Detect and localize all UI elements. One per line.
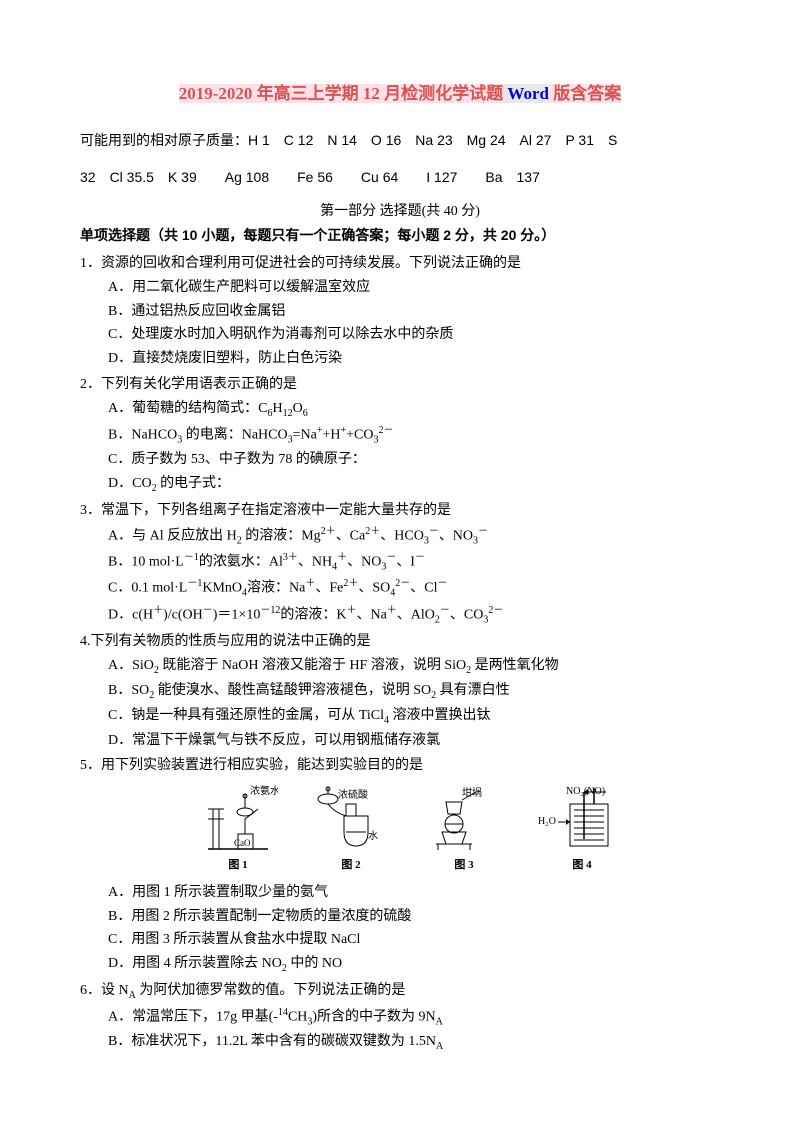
- question-4: 4.下列有关物质的性质与应用的说法中正确的是 A．SiO2 既能溶于 NaOH …: [80, 630, 720, 752]
- q5-stem: 5．用下列实验装置进行相应实验，能达到实验目的的是: [80, 754, 720, 778]
- svg-text:浓硫酸: 浓硫酸: [338, 788, 368, 801]
- title-seg-4: 月检测化学试题: [380, 84, 508, 103]
- apparatus-2-icon: 浓硫酸 水: [306, 784, 396, 854]
- q3-option-b: B．10 mol·L－1的浓氨水：Al3＋、NH4＋、NO3－、I－: [80, 549, 720, 575]
- q5-diagram-1: 浓氨水 CaO 图 1: [198, 784, 278, 875]
- q4-stem: 4.下列有关物质的性质与应用的说法中正确的是: [80, 630, 720, 654]
- title-seg-6: 版含答案: [549, 84, 621, 103]
- title-seg-5: Word: [507, 84, 549, 103]
- q5-diagram-2: 浓硫酸 水 图 2: [306, 784, 396, 875]
- page-title: 2019-2020 年高三上学期 12 月检测化学试题 Word 版含答案: [80, 80, 720, 109]
- q5-diagram-1-label: 图 1: [228, 856, 247, 875]
- q5-diagram-2-label: 图 2: [341, 856, 360, 875]
- q5-option-a: A．用图 1 所示装置制取少量的氨气: [80, 881, 720, 905]
- title-seg-1: 2019-2020: [179, 84, 253, 103]
- apparatus-3-icon: 坩埚: [424, 784, 504, 854]
- q2-option-d: D．CO2 的电子式：: [80, 472, 720, 497]
- svg-text:CaO: CaO: [234, 838, 251, 848]
- q3-stem: 3．常温下，下列各组离子在指定溶液中一定能大量共存的是: [80, 499, 720, 523]
- q5-option-c: C．用图 3 所示装置从食盐水中提取 NaCl: [80, 928, 720, 952]
- question-1: 1．资源的回收和合理利用可促进社会的可持续发展。下列说法正确的是 A．用二氧化碳…: [80, 252, 720, 371]
- q1-option-c: C．处理废水时加入明矾作为消毒剂可以除去水中的杂质: [80, 323, 720, 347]
- q2-option-a: A．葡萄糖的结构简式：C6H12O6: [80, 397, 720, 422]
- section-title: 第一部分 选择题(共 40 分): [80, 200, 720, 224]
- q5-diagram-3-label: 图 3: [454, 856, 473, 875]
- instructions: 单项选择题（共 10 小题，每题只有一个正确答案；每小题 2 分，共 20 分。…: [80, 224, 720, 248]
- question-5: 5．用下列实验装置进行相应实验，能达到实验目的的是 浓氨水 CaO 图 1: [80, 754, 720, 977]
- apparatus-1-icon: 浓氨水 CaO: [198, 784, 278, 854]
- q5-diagram-3: 坩埚 图 3: [424, 784, 504, 875]
- q5-diagrams: 浓氨水 CaO 图 1 浓硫酸 水 图 2 坩埚: [110, 784, 720, 875]
- svg-text:H₂O: H₂O: [538, 816, 556, 827]
- q5-diagram-4-label: 图 4: [572, 856, 591, 875]
- q3-option-c: C．0.1 mol·L－1KMnO4溶液：Na＋、Fe2＋、SO42－、Cl－: [80, 575, 720, 601]
- q3-option-a: A．与 Al 反应放出 H2 的溶液：Mg2＋、Ca2＋、HCO3－、NO3－: [80, 523, 720, 549]
- q6-stem: 6．设 NA 为阿伏加德罗常数的值。下列说法正确的是: [80, 979, 720, 1004]
- q2-option-c: C．质子数为 53、中子数为 78 的碘原子：: [80, 448, 720, 472]
- question-3: 3．常温下，下列各组离子在指定溶液中一定能大量共存的是 A．与 Al 反应放出 …: [80, 499, 720, 629]
- question-2: 2．下列有关化学用语表示正确的是 A．葡萄糖的结构简式：C6H12O6 B．Na…: [80, 373, 720, 497]
- q2-option-b: B．NaHCO3 的电离：NaHCO3=Na++H++CO32－: [80, 422, 720, 448]
- q5-option-b: B．用图 2 所示装置配制一定物质的量浓度的硫酸: [80, 905, 720, 929]
- q4-option-a: A．SiO2 既能溶于 NaOH 溶液又能溶于 HF 溶液，说明 SiO2 是两…: [80, 654, 720, 679]
- q6-option-a: A．常温常压下，17g 甲基(-14CH3)所含的中子数为 9NA: [80, 1004, 720, 1030]
- q4-option-c: C．钠是一种具有强还原性的金属，可从 TiCl4 溶液中置换出钛: [80, 704, 720, 729]
- svg-text:水: 水: [368, 830, 378, 842]
- q1-stem: 1．资源的回收和合理利用可促进社会的可持续发展。下列说法正确的是: [80, 252, 720, 276]
- q1-option-b: B．通过铝热反应回收金属铝: [80, 300, 720, 324]
- q4-option-b: B．SO2 能使溴水、酸性高锰酸钾溶液褪色，说明 SO2 具有漂白性: [80, 679, 720, 704]
- svg-text:浓氨水: 浓氨水: [250, 784, 278, 797]
- q1-option-a: A．用二氧化碳生产肥料可以缓解温室效应: [80, 276, 720, 300]
- q4-option-d: D．常温下干燥氯气与铁不反应，可以用钢瓶储存液氯: [80, 729, 720, 753]
- svg-text:坩埚: 坩埚: [462, 786, 482, 799]
- title-seg-2: 年高三上学期: [252, 84, 363, 103]
- atomic-masses-line1: 可能用到的相对原子质量：H 1 C 12 N 14 O 16 Na 23 Mg …: [80, 125, 720, 156]
- question-6: 6．设 NA 为阿伏加德罗常数的值。下列说法正确的是 A．常温常压下，17g 甲…: [80, 979, 720, 1055]
- q3-option-d: D．c(H＋)/c(OH－)＝1×10－12的溶液：K＋、Na＋、AlO2－、C…: [80, 602, 720, 628]
- q5-diagram-4: NO₂(NO) H₂O 图 4: [532, 784, 632, 875]
- q1-option-d: D．直接焚烧废旧塑料，防止白色污染: [80, 347, 720, 371]
- atomic-masses-line2: 32 Cl 35.5 K 39 Ag 108 Fe 56 Cu 64 I 127…: [80, 162, 720, 193]
- q5-option-d: D．用图 4 所示装置除去 NO2 中的 NO: [80, 952, 720, 977]
- q6-option-b: B．标准状况下，11.2L 苯中含有的碳碳双键数为 1.5NA: [80, 1030, 720, 1055]
- apparatus-4-icon: NO₂(NO) H₂O: [532, 784, 632, 854]
- q2-stem: 2．下列有关化学用语表示正确的是: [80, 373, 720, 397]
- title-seg-3: 12: [363, 84, 380, 103]
